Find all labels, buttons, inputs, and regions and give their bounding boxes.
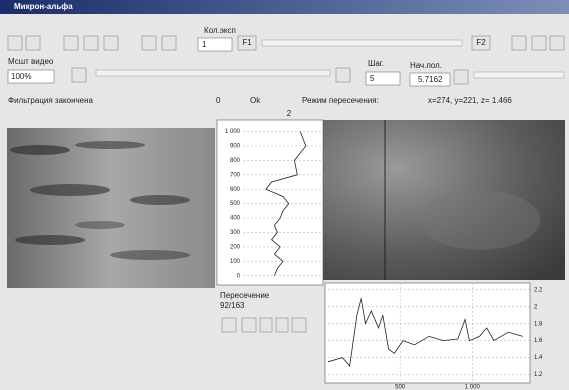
y-tick-label: 400 xyxy=(230,216,241,222)
window: Микрон-альфа Кол.эксп 1 F1 F2 Мсшт видео… xyxy=(0,0,569,390)
title-bar xyxy=(0,0,569,14)
app: Микрон-альфа Кол.эксп 1 F1 F2 Мсшт видео… xyxy=(0,0,569,390)
zoom-value: 100% xyxy=(11,72,31,81)
y-tick-label: 2.2 xyxy=(534,287,543,293)
button[interactable] xyxy=(292,318,306,332)
button[interactable] xyxy=(512,36,526,50)
exposure-value: 1 xyxy=(202,40,207,49)
status-count: 0 xyxy=(216,96,221,105)
y-tick-label: 900 xyxy=(230,144,241,150)
y-tick-label: 1.6 xyxy=(534,338,543,344)
left-image xyxy=(7,128,215,288)
button[interactable] xyxy=(142,36,156,50)
y-tick-label: 800 xyxy=(230,158,241,164)
f2-label: F2 xyxy=(476,38,486,47)
x-tick-label: 1 000 xyxy=(465,385,481,390)
button[interactable] xyxy=(276,318,288,332)
y-tick-label: 1.4 xyxy=(534,355,543,361)
x-tick-label: 500 xyxy=(395,385,406,390)
zoom-label: Мсшт видео xyxy=(8,57,54,66)
y-tick-label: 600 xyxy=(230,187,241,193)
y-tick-label: 1.2 xyxy=(534,372,543,378)
y-tick-label: 300 xyxy=(230,230,241,236)
button[interactable] xyxy=(84,36,98,50)
y-tick-label: 100 xyxy=(230,259,241,265)
right-image xyxy=(323,120,565,280)
button[interactable] xyxy=(162,36,176,50)
panel-title: Пересечение xyxy=(220,291,270,300)
button[interactable] xyxy=(242,318,256,332)
step-label: Шаг. xyxy=(368,59,384,68)
button[interactable] xyxy=(336,68,350,82)
step-value: 5 xyxy=(370,74,375,83)
button[interactable] xyxy=(8,36,22,50)
start-value: 5.7162 xyxy=(418,75,443,84)
button[interactable] xyxy=(532,36,546,50)
window-title: Микрон-альфа xyxy=(14,2,73,11)
button[interactable] xyxy=(222,318,236,332)
y-tick-label: 1.8 xyxy=(534,321,543,327)
y-tick-label: 1 000 xyxy=(225,129,241,135)
start-label: Нач.пол. xyxy=(410,61,442,70)
profile-top-label: 2 xyxy=(287,109,292,118)
f1-label: F1 xyxy=(242,38,252,47)
slider[interactable] xyxy=(96,70,330,76)
button[interactable] xyxy=(64,36,78,50)
status-state: Ok xyxy=(250,96,261,105)
panel-position: 92/163 xyxy=(220,301,245,310)
status-coords: x=274, y=221, z= 1.466 xyxy=(428,96,512,105)
status-mode: Режим пересечения: xyxy=(302,96,379,105)
button[interactable] xyxy=(260,318,272,332)
slider[interactable] xyxy=(474,72,564,78)
exposure-label: Кол.эксп xyxy=(204,26,236,35)
section-frame xyxy=(325,283,530,383)
y-tick-label: 500 xyxy=(230,201,241,207)
button[interactable] xyxy=(26,36,40,50)
button[interactable] xyxy=(454,70,468,84)
button[interactable] xyxy=(104,36,118,50)
button[interactable] xyxy=(72,68,86,82)
slider[interactable] xyxy=(262,40,462,46)
y-tick-label: 700 xyxy=(230,172,241,178)
y-tick-label: 200 xyxy=(230,245,241,251)
status-message: Фильтрация закончена xyxy=(8,96,94,105)
button[interactable] xyxy=(550,36,564,50)
